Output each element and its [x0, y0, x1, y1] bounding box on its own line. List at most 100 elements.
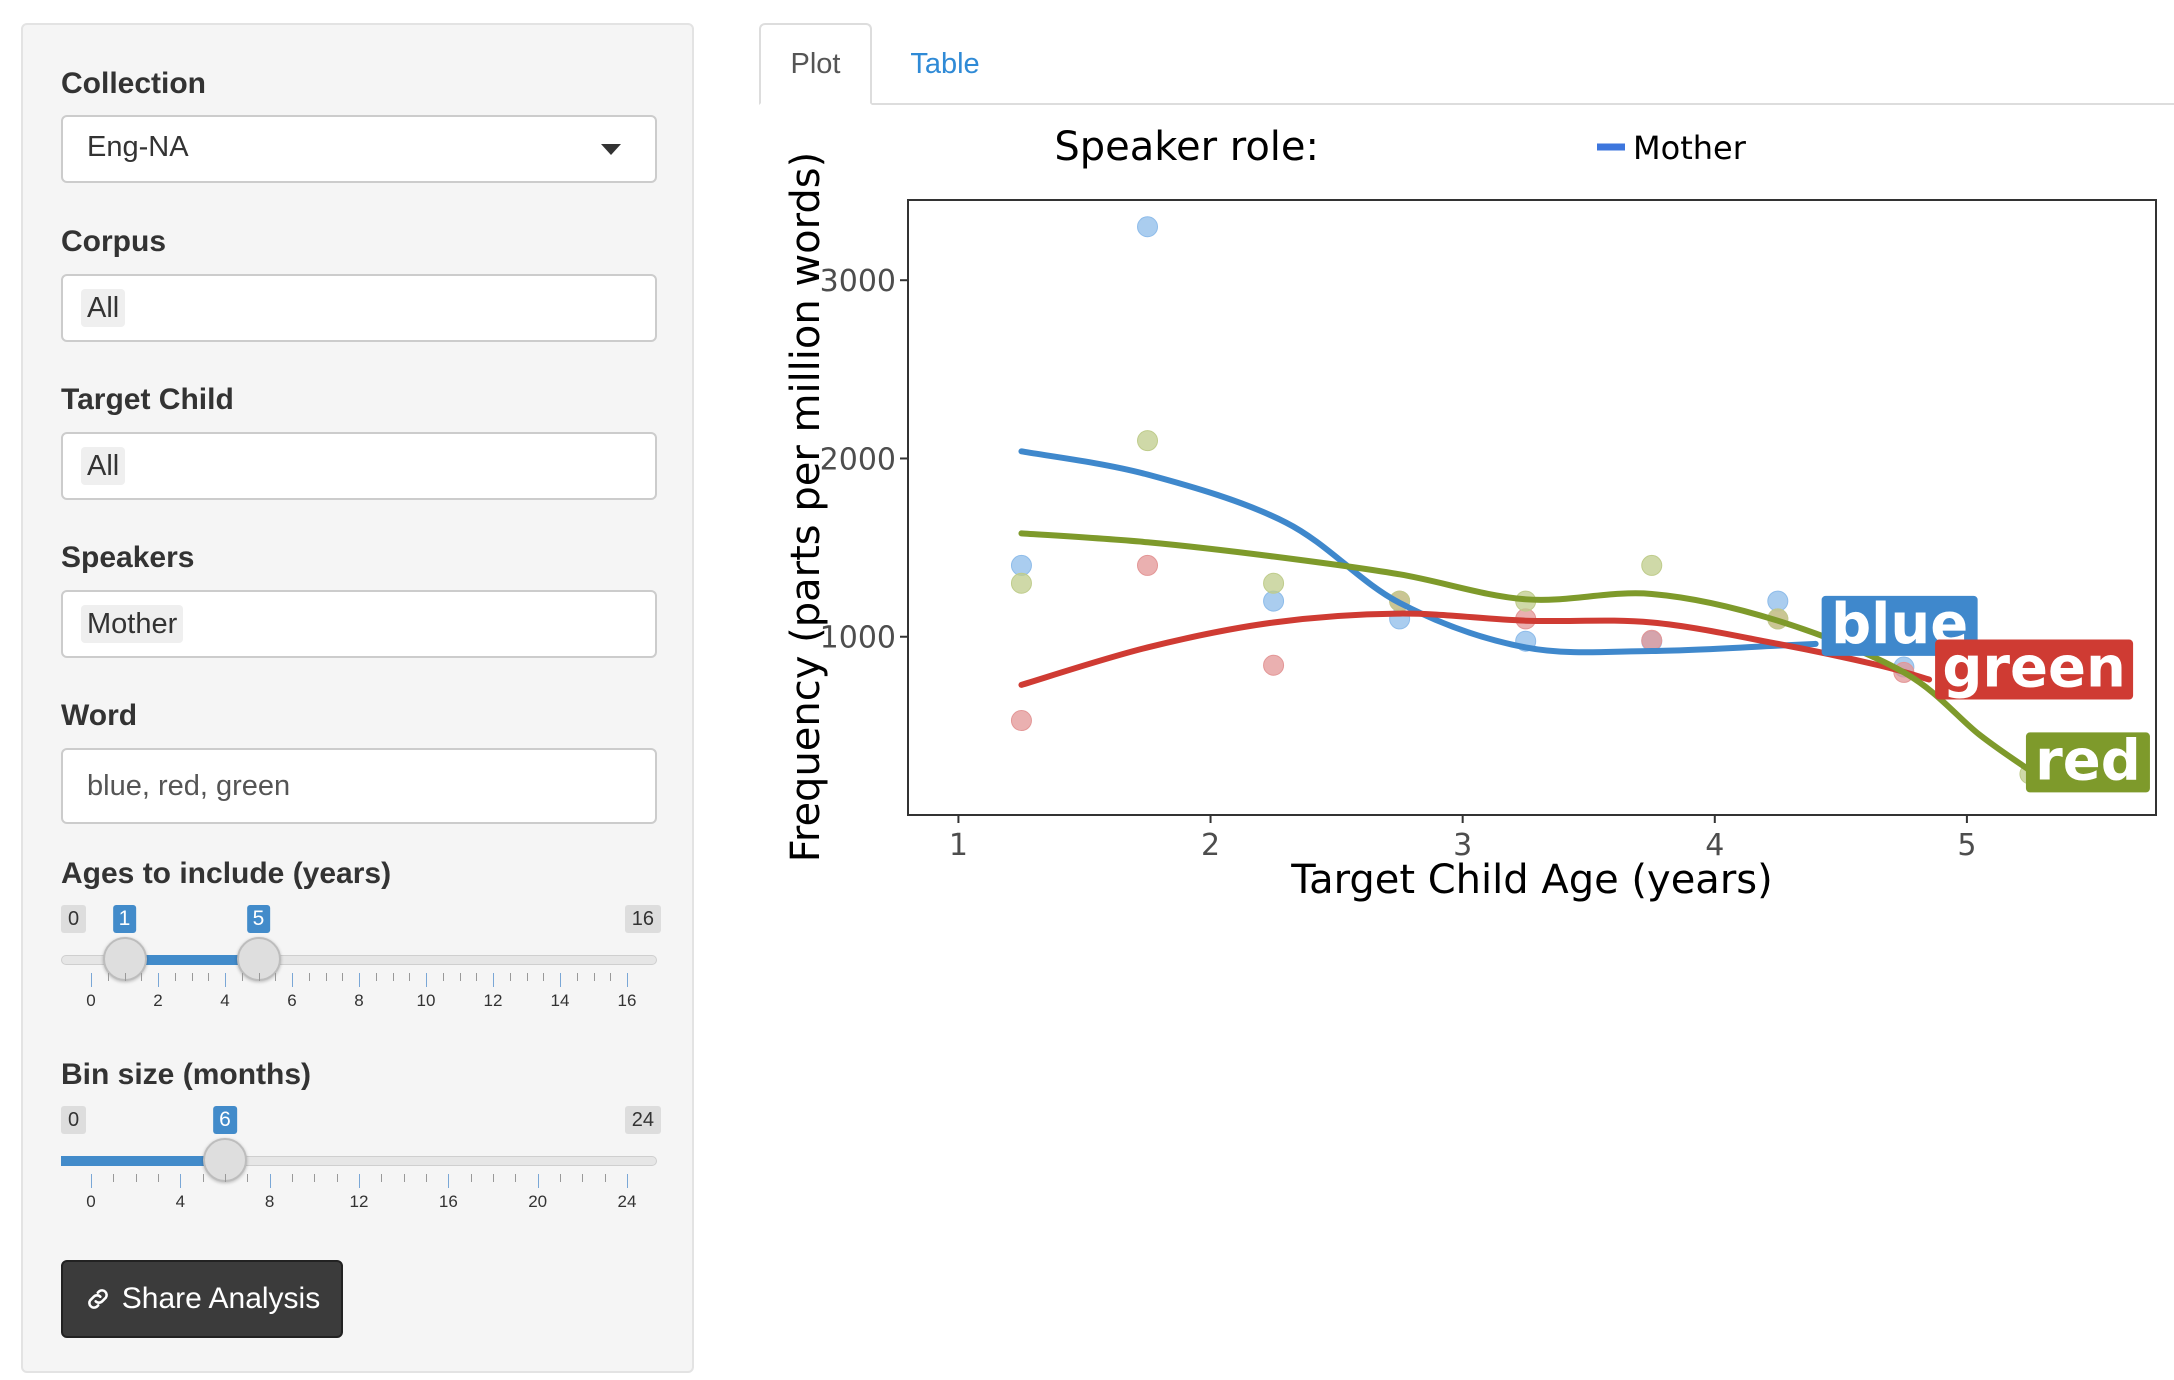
plot-panel [907, 199, 2157, 816]
slider-tick [493, 973, 494, 987]
slider-tick [180, 1174, 182, 1188]
x-tick-label: 3 [1453, 828, 1472, 863]
data-point-blue [1767, 590, 1789, 612]
trend-line-blue [1018, 448, 1819, 656]
target-child-select[interactable]: All [61, 432, 657, 500]
legend-entry-mother: Mother [1633, 129, 1747, 167]
slider-tick [610, 973, 612, 981]
slider-tick [191, 973, 193, 981]
slider-tick [392, 973, 394, 981]
bin-label: Bin size (months) [61, 1058, 312, 1091]
tab-bar: Plot Table [759, 23, 2174, 105]
slider-tick [627, 1174, 628, 1188]
bin-size-slider[interactable]: 0 24 6 0 4 8 12 16 20 24 [61, 1106, 661, 1216]
slider-tick-label: 0 [86, 991, 96, 1010]
slider-tick-label: 4 [220, 991, 230, 1010]
speakers-token[interactable]: Mother [81, 605, 184, 643]
slider-tick [509, 973, 511, 981]
tab-table[interactable]: Table [910, 47, 980, 80]
slider-tick [158, 1174, 159, 1182]
y-tick-label: 2000 [820, 442, 896, 477]
ages-min-label: 0 [61, 905, 87, 933]
slider-tick [269, 1174, 271, 1188]
word-label: Word [61, 699, 138, 732]
ages-max-label: 16 [624, 905, 661, 933]
slider-tick [593, 973, 595, 981]
slider-tick [325, 973, 327, 981]
sidebar-panel: Collection Eng-NA Corpus All Target Chil… [21, 23, 694, 1373]
y-axis-ticks: 1000 2000 3000 [820, 264, 908, 656]
slider-tick [292, 1174, 293, 1182]
word-field[interactable] [61, 748, 657, 824]
target-child-token[interactable]: All [81, 447, 126, 485]
data-point-blue [1010, 554, 1032, 576]
slider-tick [208, 973, 210, 981]
x-axis-ticks: 1 2 3 4 5 [949, 815, 1976, 863]
slider-tick [258, 973, 260, 981]
slider-tick [202, 1174, 204, 1182]
slider-tick [426, 1174, 427, 1182]
slider-tick-label: 0 [86, 1192, 96, 1211]
slider-tick [247, 1174, 249, 1182]
target-child-label: Target Child [61, 383, 234, 416]
share-analysis-label: Share Analysis [121, 1282, 321, 1315]
slider-tick [448, 1174, 450, 1188]
slider-tick [113, 1174, 115, 1182]
x-tick-label: 1 [949, 828, 968, 863]
slider-tick [375, 973, 377, 981]
slider-tick [174, 973, 176, 981]
slider-tick [314, 1174, 316, 1182]
data-point-red [1641, 554, 1663, 576]
bin-value: 6 [213, 1106, 237, 1134]
slider-tick [91, 973, 92, 987]
slider-tick-label: 8 [354, 991, 364, 1010]
slider-tick [537, 1174, 539, 1188]
corpus-select[interactable]: All [61, 274, 657, 342]
data-point-red [1010, 572, 1032, 594]
bin-selected-range [61, 1156, 225, 1166]
collection-select[interactable]: Eng-NA [61, 115, 657, 183]
bin-max-label: 24 [624, 1106, 661, 1134]
tab-plot[interactable]: Plot [759, 23, 872, 105]
chevron-down-icon[interactable] [601, 144, 621, 155]
slider-tick [135, 1174, 137, 1182]
slider-tick [403, 1174, 405, 1182]
slider-tick [308, 973, 310, 981]
bin-min-label: 0 [61, 1106, 87, 1134]
speakers-select[interactable]: Mother [61, 590, 657, 658]
ages-range-slider[interactable]: 0 16 1 5 0 2 4 6 8 10 12 14 16 [61, 905, 661, 1015]
data-point-green [1263, 654, 1285, 676]
slider-tick-label: 20 [528, 1192, 548, 1211]
slider-tick [627, 973, 628, 987]
slider-tick-label: 14 [550, 991, 570, 1010]
slider-tick-label: 12 [349, 1192, 369, 1211]
slider-tick [560, 973, 561, 987]
data-point-green [1010, 710, 1032, 732]
slider-tick-label: 8 [264, 1192, 275, 1211]
ages-to-value: 5 [246, 905, 271, 933]
slider-tick [292, 973, 293, 987]
slider-tick [426, 973, 427, 987]
slider-tick [141, 973, 143, 981]
ages-track[interactable] [61, 955, 657, 965]
slider-tick [241, 973, 243, 981]
trend-line-red [1018, 530, 2033, 774]
slider-tick [381, 1174, 383, 1182]
ages-selected-range [124, 955, 259, 965]
trend-line-green [1018, 610, 1933, 688]
slider-tick [470, 1174, 472, 1182]
slider-tick [493, 1174, 494, 1182]
slider-tick-label: 16 [438, 1192, 458, 1211]
slider-tick [342, 973, 344, 981]
corpus-token[interactable]: All [81, 289, 126, 327]
x-tick-label: 2 [1201, 828, 1220, 863]
data-point-red [1137, 430, 1159, 452]
data-point-green [1137, 554, 1159, 576]
slider-tick [560, 1174, 561, 1182]
slider-tick [158, 973, 159, 987]
ages-label: Ages to include (years) [61, 857, 392, 890]
slider-tick-label: 16 [617, 991, 637, 1010]
slider-tick [409, 973, 411, 981]
share-analysis-button[interactable]: Share Analysis [61, 1260, 343, 1338]
word-input[interactable] [63, 750, 655, 822]
